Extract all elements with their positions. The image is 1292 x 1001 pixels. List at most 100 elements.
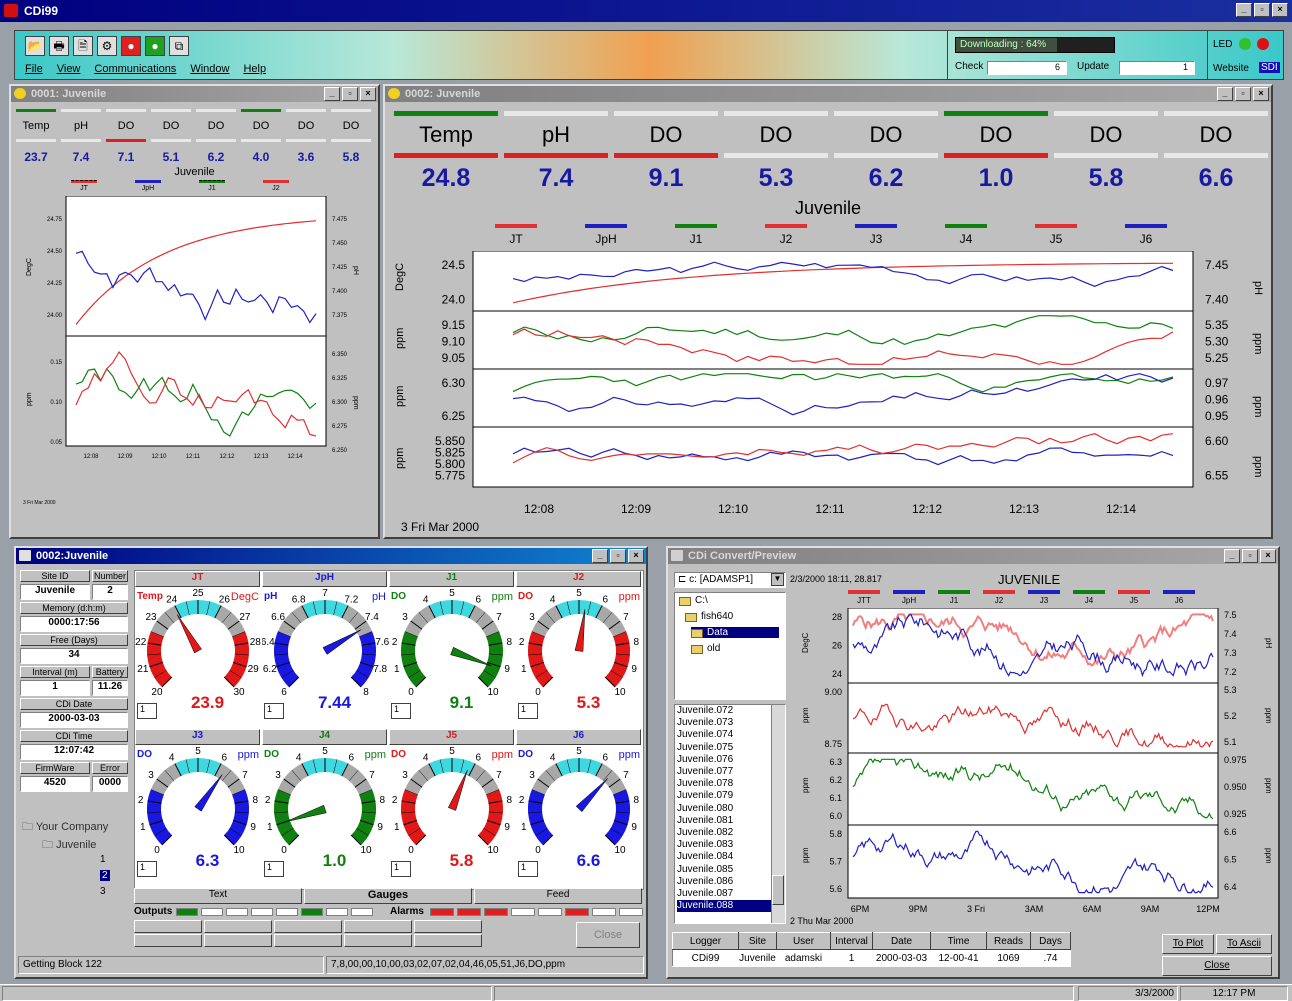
tab-feed[interactable]: Feed [474, 888, 642, 904]
minimize-button[interactable]: _ [1236, 3, 1252, 17]
print-icon[interactable]: 🖶 [49, 36, 69, 56]
close-button[interactable]: × [628, 549, 644, 563]
file-item[interactable]: Juvenile.076 [677, 753, 734, 765]
file-item[interactable]: Juvenile.075 [677, 741, 734, 753]
tree-logger-1[interactable]: 1 [100, 854, 106, 865]
channel-selector[interactable]: 1 [518, 703, 538, 719]
disabled-button[interactable] [274, 920, 342, 933]
window-convert-titlebar[interactable]: CDi Convert/Preview _ ▫ × [668, 548, 1278, 564]
minimize-button[interactable]: _ [592, 549, 608, 563]
close-button[interactable]: × [1253, 87, 1269, 101]
legend-swatch [1125, 224, 1167, 228]
file-item[interactable]: Juvenile.078 [677, 778, 734, 790]
go-icon[interactable]: ● [145, 36, 165, 56]
file-item[interactable]: Juvenile.077 [677, 766, 734, 777]
window-gauges-titlebar[interactable]: 0002:Juvenile _ ▫ × [16, 548, 646, 564]
menu-window[interactable]: Window [190, 63, 230, 75]
open-icon[interactable]: 📂 [25, 36, 45, 56]
tree-logger-3[interactable]: 3 [100, 886, 106, 897]
disabled-button[interactable] [274, 934, 342, 947]
disabled-button[interactable] [134, 934, 202, 947]
disabled-button[interactable] [344, 920, 412, 933]
menu-view[interactable]: View [56, 63, 81, 75]
maximize-button[interactable]: ▫ [610, 549, 626, 563]
channel-selector[interactable]: 1 [264, 861, 284, 877]
maximize-button[interactable]: ▫ [1254, 3, 1270, 17]
disabled-button[interactable] [414, 920, 482, 933]
tab-gauges[interactable]: Gauges [304, 888, 472, 904]
disabled-button[interactable] [414, 934, 482, 947]
preview-icon[interactable]: 🗎 [73, 36, 93, 56]
channel-selector[interactable]: 1 [264, 703, 284, 719]
file-item[interactable]: Juvenile.080 [677, 802, 734, 814]
close-button[interactable]: × [1260, 549, 1276, 563]
sdi-logo[interactable]: SDI [1259, 62, 1280, 73]
minimize-button[interactable]: _ [1217, 87, 1233, 101]
tree-site[interactable]: 🗀 Juvenile [42, 839, 97, 851]
close-button[interactable]: Close [1162, 956, 1272, 976]
file-item[interactable]: Juvenile.085 [677, 863, 734, 875]
gauge-arc-low [401, 631, 427, 688]
minimize-button[interactable]: _ [1224, 549, 1240, 563]
website-label[interactable]: Website [1213, 63, 1249, 74]
update-slider[interactable]: 1 [1119, 61, 1195, 75]
check-slider[interactable]: 6 [987, 61, 1067, 75]
file-item[interactable]: Juvenile.079 [677, 790, 734, 802]
disabled-button[interactable] [134, 920, 202, 933]
logger-tree[interactable]: 🗀 Your Company 🗀 Juvenile 1 2 3 [20, 816, 130, 951]
drive-select[interactable]: ⊏ c: [ADAMSP1] ▼ [674, 572, 786, 588]
close-button[interactable]: × [1272, 3, 1288, 17]
maximize-button[interactable]: ▫ [342, 87, 358, 101]
file-item[interactable]: Juvenile.088 [677, 900, 771, 913]
menu-help[interactable]: Help [243, 63, 267, 75]
file-item[interactable]: Juvenile.086 [677, 875, 734, 887]
file-item[interactable]: Juvenile.081 [677, 814, 734, 826]
menu-file[interactable]: File [25, 63, 43, 75]
scrollbar-thumb[interactable] [772, 875, 784, 905]
close-button[interactable]: × [360, 87, 376, 101]
gauge-tick-label: 7.8 [373, 664, 387, 675]
channel-selector[interactable]: 1 [391, 861, 411, 877]
close-button[interactable]: Close [576, 922, 640, 948]
setup-icon[interactable]: ⚙ [97, 36, 117, 56]
folder-list[interactable]: C:\ fish640 Data old [674, 592, 786, 700]
folder-item[interactable]: Data [691, 627, 779, 638]
window-0001-titlebar[interactable]: 0001: Juvenile _ ▫ × [11, 86, 378, 102]
tree-logger-2[interactable]: 2 [100, 870, 110, 881]
tab-text[interactable]: Text [134, 888, 302, 904]
disabled-button[interactable] [204, 920, 272, 933]
channel-selector[interactable]: 1 [518, 861, 538, 877]
file-item[interactable]: Juvenile.072 [677, 705, 734, 716]
file-item[interactable]: Juvenile.084 [677, 851, 734, 863]
gauge-tick-label: 9 [504, 664, 510, 675]
channel-selector[interactable]: 1 [137, 861, 157, 877]
maximize-button[interactable]: ▫ [1235, 87, 1251, 101]
chevron-down-icon[interactable]: ▼ [771, 573, 784, 586]
window-0002-titlebar[interactable]: 0002: Juvenile _ ▫ × [385, 86, 1271, 102]
folder-item[interactable]: fish640 [701, 611, 734, 622]
file-item[interactable]: Juvenile.073 [677, 717, 734, 729]
folder-item[interactable]: old [707, 643, 721, 654]
to-plot-button[interactable]: To Plot [1162, 934, 1214, 954]
file-item[interactable]: Juvenile.074 [677, 729, 734, 741]
file-item[interactable]: Juvenile.083 [677, 839, 734, 851]
menu-communications[interactable]: Communications [94, 63, 177, 75]
disabled-button[interactable] [204, 934, 272, 947]
maximize-button[interactable]: ▫ [1242, 549, 1258, 563]
channel-selector[interactable]: 1 [391, 703, 411, 719]
file-list[interactable]: Juvenile.072 Juvenile.073 Juvenile.074 Juve… [674, 704, 786, 924]
gauge-tick-label: 6.8 [292, 594, 306, 605]
folder-item[interactable]: C:\ [695, 595, 708, 606]
scrollbar[interactable] [771, 705, 785, 923]
minimize-button[interactable]: _ [324, 87, 340, 101]
file-item[interactable]: Juvenile.082 [677, 827, 734, 838]
gauge-needle [450, 646, 492, 667]
stop-icon[interactable]: ● [121, 36, 141, 56]
channel-selector[interactable]: 1 [137, 703, 157, 719]
file-item[interactable]: Juvenile.087 [677, 888, 734, 899]
field-value: 34 [20, 648, 128, 664]
disabled-button[interactable] [344, 934, 412, 947]
to-ascii-button[interactable]: To Ascii [1216, 934, 1272, 954]
tree-company[interactable]: 🗀 Your Company [22, 821, 109, 833]
window-icon[interactable]: ⧉ [169, 36, 189, 56]
